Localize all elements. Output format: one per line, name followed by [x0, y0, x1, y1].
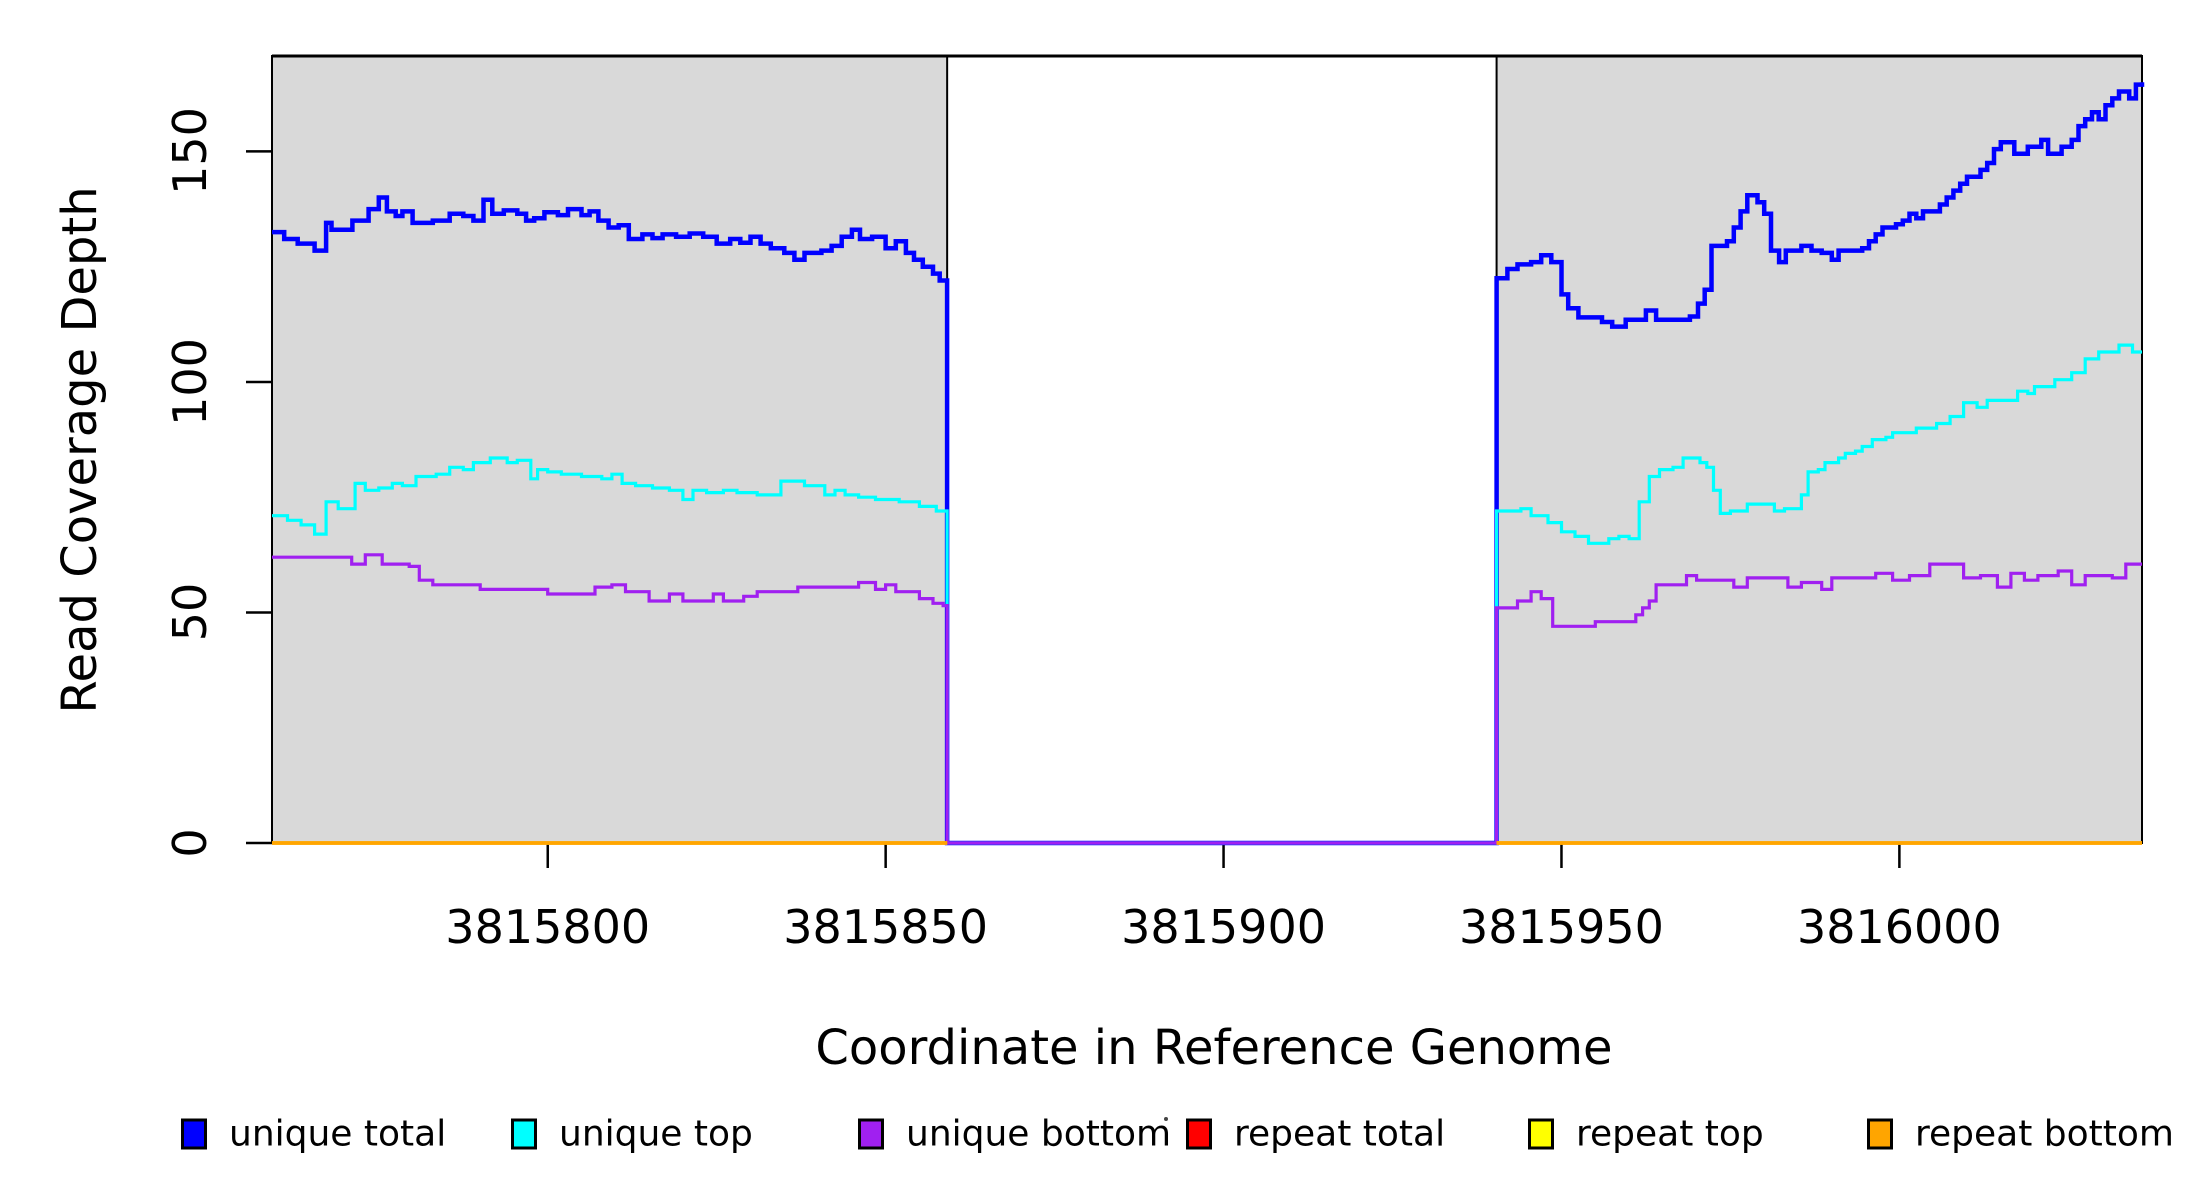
legend-swatch-repeat-top	[1528, 1118, 1554, 1150]
y-tick-label: 100	[163, 338, 217, 426]
legend-label-repeat-bottom: repeat bottom	[1915, 1113, 2174, 1155]
x-tick-label: 3815950	[1459, 900, 1664, 954]
legend-swatch-unique-top	[511, 1118, 537, 1150]
y-tick-label: 0	[163, 828, 217, 858]
legend-item-unique-top: unique top	[511, 1114, 753, 1155]
series-unique-top-line	[272, 343, 2142, 845]
series-unique-total-line	[272, 82, 2145, 846]
legend-label-unique-top: unique top	[559, 1113, 753, 1155]
legend-swatch-repeat-total	[1186, 1118, 1212, 1150]
series-unique-bottom-line	[272, 553, 2142, 845]
legend-label-unique-bottom: unique bottom	[906, 1113, 1172, 1155]
y-tick-label: 150	[163, 107, 217, 196]
x-tick-label: 3815800	[445, 900, 651, 954]
x-tick-label: 3815850	[783, 900, 989, 954]
legend-label-unique-total: unique total	[229, 1113, 447, 1155]
legend-item-unique-bottom: unique bottom	[858, 1114, 1171, 1155]
x-tick-label: 3815900	[1121, 900, 1326, 954]
shaded-region-1	[271, 55, 949, 844]
legend-swatch-repeat-bottom	[1867, 1118, 1893, 1150]
legend-item-repeat-bottom: repeat bottom	[1867, 1114, 2174, 1155]
legend-label-repeat-top: repeat top	[1576, 1113, 1764, 1155]
y-tick-label: 50	[163, 583, 217, 642]
y-axis-title: Read Coverage Depth	[52, 186, 108, 714]
legend-swatch-unique-bottom	[858, 1118, 884, 1150]
legend-swatch-unique-total	[181, 1118, 207, 1150]
legend-item-repeat-top: repeat top	[1528, 1114, 1764, 1155]
legend-item-repeat-total: repeat total	[1186, 1114, 1445, 1155]
legend-label-repeat-total: repeat total	[1234, 1113, 1446, 1155]
legend-item-unique-total: unique total	[181, 1114, 446, 1155]
shaded-region-2	[1495, 55, 2144, 844]
x-axis-title: Coordinate in Reference Genome	[815, 1020, 1613, 1076]
x-tick-label: 3816000	[1796, 900, 2002, 954]
stray-dot	[1164, 1117, 1168, 1121]
